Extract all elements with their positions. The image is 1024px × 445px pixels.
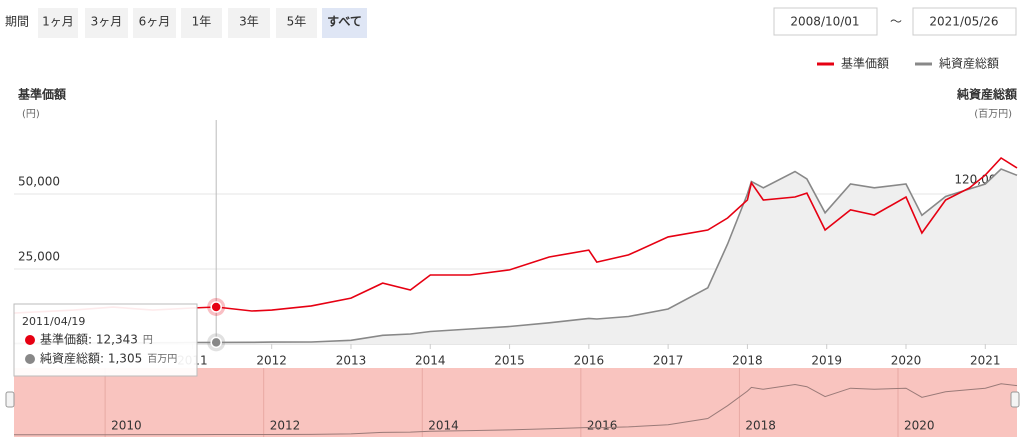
series-line [13,168,1018,345]
x-tick-label: 2016 [574,354,605,368]
navigator [14,368,1017,437]
x-tick-label: 2012 [256,354,287,368]
period-button-label[interactable]: 1年 [192,15,212,29]
navigator-handle[interactable] [1010,391,1020,408]
x-tick-label: 2015 [494,354,525,368]
navigator-label: 2012 [270,419,301,433]
navigator-label: 2018 [745,419,776,433]
navigator-label: 2020 [904,419,935,433]
period-button[interactable] [85,8,128,38]
period-button-label[interactable]: 1ヶ月 [42,15,74,29]
navigator-label: 2016 [587,419,618,433]
tooltip-value: 基準価額: 12,343 [40,332,138,347]
x-tick-label: 2017 [653,354,684,368]
x-tick-label: 2014 [415,354,446,368]
y-title: 基準価額 [17,87,67,102]
y2-title: 純資産総額 [956,87,1018,102]
x-tick-label: 2019 [811,354,842,368]
date-separator: 〜 [890,15,902,29]
navigator-handle[interactable] [5,391,15,408]
period-button[interactable] [322,8,367,38]
y-tick-label: 25,000 [18,250,60,264]
legend-label: 基準価額 [841,56,889,71]
y2-unit: (百万円) [974,108,1012,120]
tooltip-swatch [25,354,35,364]
tooltip-unit: 百万円 [147,353,177,365]
hover-point [210,336,222,349]
period-button-label[interactable]: 5年 [287,15,307,29]
period-button-label[interactable]: すべて [327,15,362,29]
start-date[interactable]: 2008/10/01 [790,15,859,29]
series-line [13,156,1018,314]
navigator-label: 2014 [428,419,459,433]
period-button-label[interactable]: 6ヶ月 [139,15,171,29]
y-tick-label: 50,000 [18,175,60,189]
x-tick-label: 2020 [891,354,922,368]
end-date-box[interactable] [912,7,1017,36]
x-tick-label: 2018 [732,354,763,368]
period-label: 期間 [5,15,29,29]
period-button-label[interactable]: 3年 [239,15,259,29]
legend-label: 純資産総額 [939,56,999,71]
tooltip-date: 2011/04/19 [22,315,85,328]
x-tick-label: 2013 [336,354,367,368]
tooltip-value: 純資産総額: 1,305 [40,351,142,366]
x-tick-label: 2021 [970,354,1001,368]
tooltip [13,303,198,377]
hover-point [210,301,222,313]
period-button[interactable] [181,8,222,38]
period-button[interactable] [276,8,317,38]
end-date[interactable]: 2021/05/26 [929,15,998,29]
navigator-line [13,383,1018,436]
period-button-label[interactable]: 3ヶ月 [91,15,123,29]
period-button[interactable] [133,8,176,38]
start-date-box[interactable] [773,7,878,36]
period-button[interactable] [228,8,270,38]
tooltip-swatch [25,335,35,345]
area [14,169,1017,344]
y-unit: (円) [22,109,40,120]
tooltip-unit: 円 [143,335,153,346]
period-button[interactable] [38,8,78,38]
navigator-label: 2010 [111,419,142,433]
